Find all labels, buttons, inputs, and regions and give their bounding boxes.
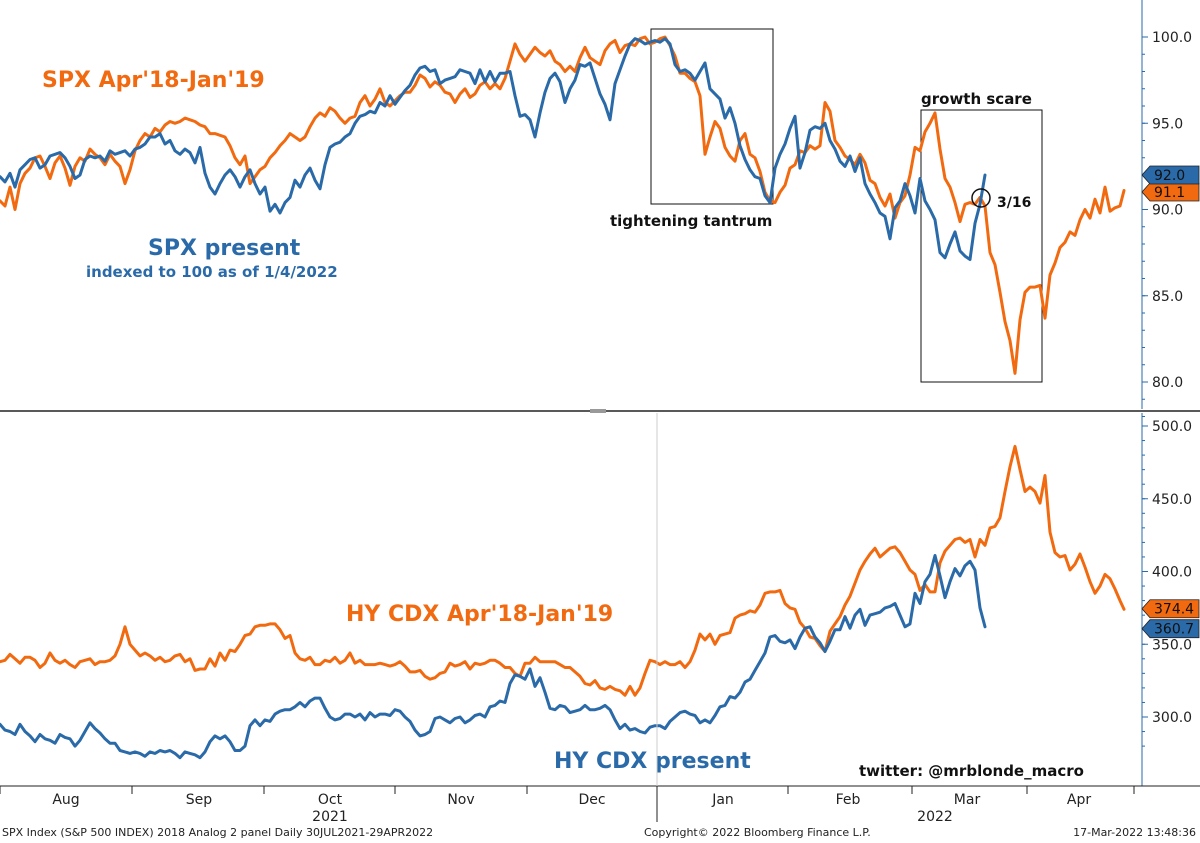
month-label: Dec [578, 792, 605, 808]
marker-circle [971, 188, 991, 208]
hy-blue-title: HY CDX present [554, 749, 751, 774]
top-series [0, 35, 1126, 375]
growth-scare-label: growth scare [921, 90, 1032, 108]
hycdx-last-value-tag [1141, 599, 1200, 619]
marker-label: 3/16 [997, 195, 1031, 211]
spx-blue-subtitle: indexed to 100 as of 1/4/2022 [86, 263, 338, 281]
panel-frames [0, 0, 1200, 787]
month-label: Sep [186, 792, 213, 808]
hycdx-last-value-text: 360.7 [1154, 622, 1194, 638]
spx-last-value-text: 91.1 [1154, 185, 1185, 201]
twitter-credit: twitter: @mrblonde_macro [859, 762, 1084, 780]
year-label: 2022 [917, 809, 953, 825]
spx-analog-line [0, 35, 1126, 375]
ytick-label: 80.0 [1152, 375, 1183, 391]
panel-resize-handle[interactable] [590, 409, 606, 413]
ytick-label: 500.0 [1152, 419, 1192, 435]
spx-last-value-text: 92.0 [1154, 168, 1185, 184]
month-label: Jan [711, 792, 734, 808]
hy-orange-title: HY CDX Apr'18-Jan'19 [346, 602, 613, 627]
hycdx-last-value-text: 374.4 [1154, 602, 1194, 618]
ytick-label: 400.0 [1152, 565, 1192, 581]
hycdx-last-value-tag [1141, 619, 1200, 639]
ytick-label: 95.0 [1152, 116, 1183, 132]
x-axis: Aug Sep Oct Nov Dec Jan Feb Mar Apr 2021 2022 [0, 413, 1135, 825]
ytick-label: 450.0 [1152, 492, 1192, 508]
month-label: Mar [954, 792, 981, 808]
year-label: 2021 [312, 809, 348, 825]
bottom-series [0, 444, 1126, 760]
spx-last-value-tag [1141, 165, 1200, 185]
last-value-tags: 91.192.0 374.4 360.7 [1141, 165, 1200, 639]
bottom-y-ticks: 300.0 350.0 400.0 450.0 500.0 [1142, 419, 1192, 747]
spx-last-value-tag [1141, 182, 1200, 202]
month-label: Feb [836, 792, 861, 808]
ytick-label: 350.0 [1152, 637, 1192, 653]
footer-right: 17-Mar-2022 13:48:36 [1073, 826, 1196, 839]
spx-present-line [0, 37, 987, 261]
ytick-label: 90.0 [1152, 203, 1183, 219]
hycdx-analog-line [0, 444, 1126, 697]
tightening-tantrum-box [650, 28, 774, 205]
ytick-label: 100.0 [1152, 30, 1192, 46]
month-label: Oct [318, 792, 343, 808]
growth-scare-box [920, 109, 1043, 383]
ytick-label: 85.0 [1152, 289, 1183, 305]
hycdx-present-line [0, 554, 987, 760]
tightening-tantrum-label: tightening tantrum [610, 212, 772, 230]
spx-orange-title: SPX Apr'18-Jan'19 [42, 68, 265, 93]
top-y-ticks: 80.0 85.0 90.0 95.0 100.0 [1142, 30, 1192, 417]
month-label: Aug [52, 792, 79, 808]
footer-left: SPX Index (S&P 500 INDEX) 2018 Analog 2 … [2, 826, 434, 839]
month-label: Apr [1067, 792, 1091, 808]
footer-center: Copyright© 2022 Bloomberg Finance L.P. [644, 826, 871, 839]
month-label: Nov [447, 792, 474, 808]
spx-blue-title: SPX present [148, 236, 301, 261]
ytick-label: 300.0 [1152, 710, 1192, 726]
